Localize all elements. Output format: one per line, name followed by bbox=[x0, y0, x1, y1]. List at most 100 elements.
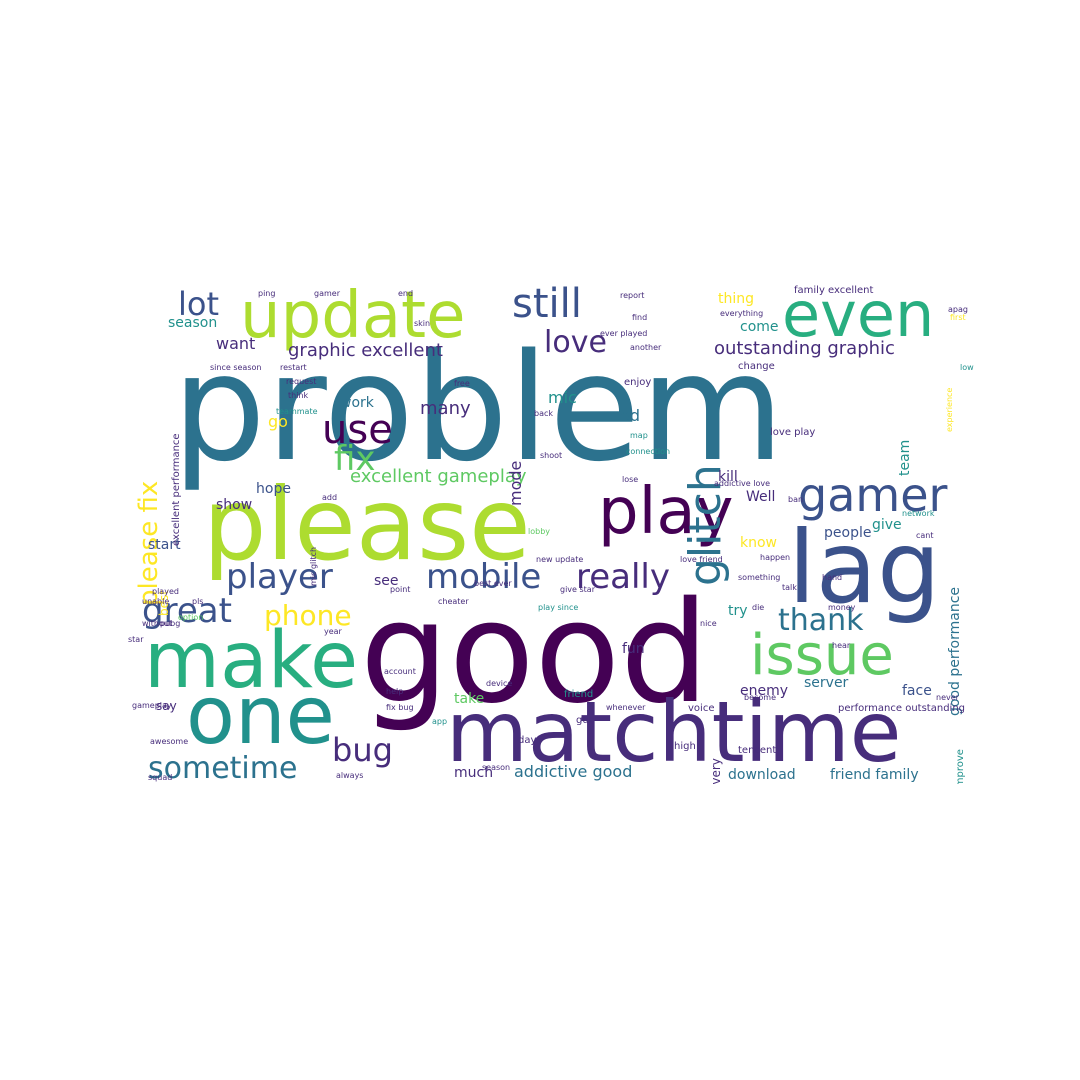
cloud-word: connection bbox=[626, 447, 671, 456]
cloud-word: end bbox=[398, 289, 414, 298]
cloud-word: good bbox=[360, 572, 710, 735]
cloud-word: lag bbox=[788, 509, 941, 626]
cloud-word: come bbox=[740, 319, 779, 335]
cloud-word: option bbox=[178, 613, 204, 622]
cloud-word: update bbox=[240, 284, 466, 353]
cloud-word: app bbox=[432, 717, 448, 726]
cloud-word: play bbox=[598, 475, 734, 549]
cloud-word: great bbox=[142, 591, 232, 631]
cloud-word: skin bbox=[414, 319, 431, 328]
cloud-word: pubg bbox=[160, 619, 181, 628]
cloud-word: hand bbox=[822, 573, 843, 582]
cloud-word: lose bbox=[622, 475, 639, 484]
cloud-word: love friend bbox=[680, 555, 723, 564]
cloud-word: even bbox=[782, 284, 935, 351]
cloud-word: problem bbox=[172, 322, 785, 494]
cloud-word: family excellent bbox=[794, 285, 874, 296]
cloud-word: say bbox=[156, 699, 177, 713]
cloud-word: season bbox=[168, 315, 218, 331]
cloud-word: played bbox=[152, 587, 179, 596]
cloud-word: map bbox=[630, 431, 648, 440]
cloud-word: enemy bbox=[740, 683, 789, 699]
cloud-word: another bbox=[630, 343, 662, 352]
cloud-word: hear bbox=[832, 641, 851, 650]
cloud-word: show bbox=[216, 497, 253, 513]
cloud-word: gameplay bbox=[132, 701, 172, 710]
cloud-word: download bbox=[728, 767, 796, 783]
cloud-word: tencent bbox=[738, 745, 777, 756]
cloud-word: one bbox=[186, 669, 335, 762]
cloud-word: happen bbox=[760, 553, 791, 562]
cloud-word: cheater bbox=[438, 597, 469, 606]
cloud-word: excellent gameplay bbox=[350, 466, 527, 487]
cloud-word: mobile bbox=[426, 557, 542, 597]
cloud-word: shoot bbox=[540, 451, 563, 460]
cloud-word: season bbox=[482, 763, 511, 772]
cloud-word: become bbox=[744, 693, 777, 702]
cloud-word: addictive good bbox=[514, 762, 633, 781]
cloud-word: new update bbox=[536, 555, 584, 564]
cloud-word: device bbox=[486, 679, 513, 688]
cloud-word: mode bbox=[506, 460, 525, 506]
cloud-word: start bbox=[148, 537, 181, 553]
cloud-word: cant bbox=[916, 531, 934, 540]
cloud-word: day bbox=[518, 735, 537, 746]
cloud-word: improve bbox=[955, 749, 966, 784]
cloud-word: issue bbox=[750, 623, 894, 688]
cloud-word: ever played bbox=[600, 329, 648, 338]
cloud-word: see bbox=[374, 573, 399, 589]
cloud-word: apag bbox=[948, 305, 968, 314]
cloud-word: addictive love bbox=[714, 479, 771, 488]
cloud-word: play since bbox=[538, 603, 579, 612]
cloud-word: player bbox=[226, 557, 333, 597]
cloud-word: awesome bbox=[150, 737, 189, 746]
cloud-word: people bbox=[824, 525, 872, 541]
cloud-word: graphic excellent bbox=[288, 340, 443, 361]
cloud-word: take bbox=[454, 691, 485, 707]
cloud-word: free bbox=[454, 379, 470, 388]
cloud-word: hope bbox=[256, 481, 291, 497]
cloud-word: try bbox=[728, 603, 748, 619]
cloud-word: much bbox=[454, 765, 494, 781]
cloud-word: back bbox=[534, 409, 554, 418]
cloud-word: everything bbox=[720, 309, 764, 318]
cloud-word: Well bbox=[746, 489, 776, 505]
cloud-word: go bbox=[268, 412, 288, 431]
cloud-word: phone bbox=[264, 599, 352, 632]
cloud-word: something bbox=[738, 573, 781, 582]
cloud-word: friend bbox=[564, 689, 594, 700]
cloud-word: bug bbox=[332, 731, 393, 769]
cloud-word: many bbox=[420, 398, 471, 419]
cloud-word: give bbox=[872, 517, 902, 533]
cloud-word: ban bbox=[788, 495, 804, 504]
cloud-word: request bbox=[286, 377, 317, 386]
cloud-word: excellent performance bbox=[171, 433, 182, 546]
cloud-word: really bbox=[576, 557, 670, 597]
cloud-word: fix bbox=[334, 439, 376, 479]
cloud-word: thing bbox=[718, 291, 755, 307]
cloud-word: love bbox=[544, 325, 607, 360]
cloud-word: lobby bbox=[528, 527, 551, 536]
cloud-word: help bbox=[386, 687, 404, 696]
cloud-word: unable bbox=[142, 597, 170, 606]
cloud-word: performance outstanding bbox=[838, 703, 966, 714]
cloud-word: add bbox=[322, 493, 338, 502]
cloud-word: never bbox=[936, 693, 959, 702]
cloud-word: kill bbox=[718, 469, 738, 485]
cloud-word: make bbox=[144, 616, 359, 706]
cloud-word: love play bbox=[770, 427, 816, 438]
cloud-word: mic glitch bbox=[309, 546, 318, 586]
cloud-word: gun bbox=[576, 715, 596, 726]
cloud-word: face bbox=[902, 683, 932, 699]
cloud-word: restart bbox=[280, 363, 307, 372]
cloud-word: outstanding graphic bbox=[714, 338, 895, 359]
cloud-word: need bbox=[600, 406, 640, 425]
cloud-word: best ever bbox=[474, 579, 512, 588]
cloud-word: report bbox=[620, 291, 645, 300]
cloud-word: pls bbox=[192, 597, 204, 606]
cloud-word: money bbox=[828, 603, 856, 612]
cloud-word: low bbox=[960, 363, 974, 372]
cloud-word: change bbox=[738, 361, 775, 372]
cloud-word: sometime bbox=[148, 751, 298, 784]
cloud-word: think bbox=[288, 391, 309, 400]
